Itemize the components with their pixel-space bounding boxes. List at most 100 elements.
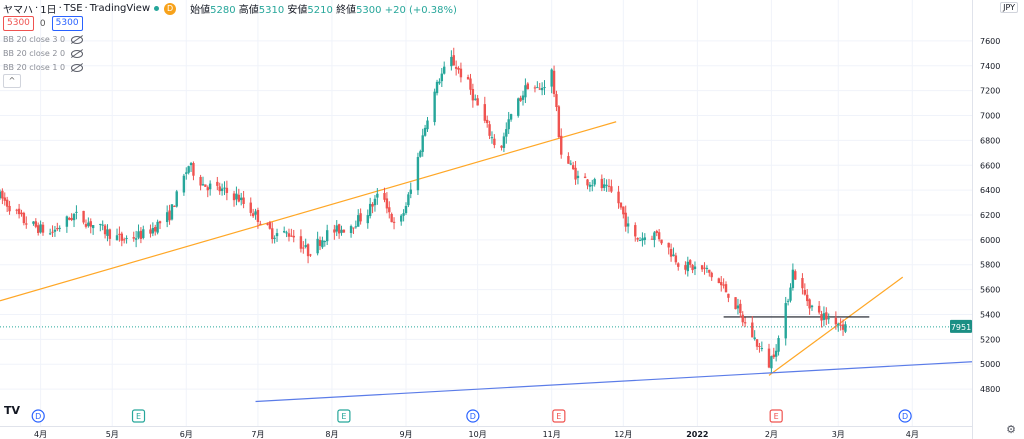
candle-body: [803, 289, 807, 295]
candle-body: [251, 213, 255, 217]
buy-button[interactable]: 5300: [51, 16, 83, 31]
sell-button[interactable]: 5300: [3, 16, 34, 31]
candle-body: [189, 163, 193, 166]
event-marker-earnings[interactable]: E: [131, 409, 146, 423]
trendline-layer[interactable]: [0, 121, 973, 403]
indicator-bb-3[interactable]: BB 20 close 3 0: [3, 35, 84, 44]
time-axis-bg: [0, 426, 972, 439]
candle-body: [218, 186, 221, 192]
candle-body: [684, 265, 687, 270]
dividend-badge[interactable]: D: [164, 2, 177, 15]
candle-body: [435, 81, 439, 94]
indicator-bb-1[interactable]: BB 20 close 1 0: [3, 63, 84, 72]
high-label: 高値: [238, 5, 259, 16]
candle-body: [256, 209, 260, 222]
candle-body: [419, 151, 422, 157]
candle-body: [220, 188, 224, 191]
candle-body: [335, 225, 338, 232]
candle-body: [17, 208, 21, 215]
candle-body: [134, 238, 138, 240]
event-marker-earnings[interactable]: E: [769, 409, 783, 423]
interval: 1日: [40, 5, 57, 16]
price-tick-label: 6800: [980, 136, 1000, 145]
time-tick-label: 8月: [325, 430, 338, 439]
hidden-eye-icon[interactable]: [71, 49, 84, 58]
candle-body: [407, 194, 410, 206]
time-axis[interactable]: 4月 5月 6月 7月 8月 9月 10月 11月 12月 2022 2月 3月 4月: [0, 426, 972, 439]
symbol-header[interactable]: ヤマハ · 1日 · TSE · TradingView D 始値5280 高値…: [3, 2, 457, 16]
candle-body: [65, 216, 69, 227]
candle-body: [569, 163, 572, 165]
candle-body: [175, 191, 178, 207]
trendline-blue[interactable]: [255, 361, 973, 403]
candle-body: [149, 229, 152, 234]
event-marker-earnings[interactable]: E: [552, 409, 566, 423]
candle-body: [734, 297, 737, 310]
candle-body: [41, 224, 45, 233]
event-marker-dividend[interactable]: D: [898, 409, 912, 423]
candle-body: [474, 98, 477, 100]
candle-body: [555, 94, 558, 107]
time-tick-label: 5月: [106, 430, 119, 439]
price-tick-label: 5400: [980, 310, 1000, 319]
candle-body: [672, 254, 675, 257]
candle-body: [791, 269, 795, 288]
candle-body: [483, 104, 487, 121]
currency-selector[interactable]: JPY: [1000, 2, 1018, 13]
candle-body: [282, 231, 286, 233]
indicator-bb-2[interactable]: BB 20 close 2 0: [3, 49, 84, 58]
event-marker-dividend[interactable]: D: [466, 409, 480, 423]
candle-body: [292, 235, 295, 238]
event-marker-shape: [337, 409, 351, 423]
candle-body: [459, 68, 463, 78]
candle-body: [490, 137, 494, 139]
hidden-eye-icon[interactable]: [71, 35, 84, 44]
tradingview-logo[interactable]: TV: [4, 404, 21, 417]
collapse-legend-button[interactable]: ^: [3, 74, 21, 88]
candle-body: [82, 210, 85, 223]
candle-body: [571, 165, 575, 170]
candle-body: [674, 255, 678, 263]
candle-body: [342, 229, 346, 233]
candle-body: [839, 324, 842, 326]
data-source: TradingView: [89, 3, 151, 14]
time-tick-label: 11月: [543, 430, 561, 439]
hidden-eye-icon[interactable]: [71, 63, 84, 72]
candle-body: [593, 179, 596, 185]
candle-body: [471, 89, 475, 101]
candle-body: [173, 205, 176, 207]
gear-icon[interactable]: ⚙: [1006, 423, 1016, 436]
time-tick-label: 2022: [686, 430, 708, 439]
candle-body: [827, 318, 830, 320]
candle-body: [352, 227, 355, 229]
candle-body: [825, 312, 828, 320]
candle-body: [373, 198, 377, 206]
event-marker-shape: [31, 409, 45, 423]
candle-body: [794, 271, 797, 280]
event-marker-shape: [131, 409, 146, 423]
event-marker-dividend[interactable]: D: [31, 409, 45, 423]
candle-body: [454, 66, 458, 69]
trendline-orange-upper[interactable]: [0, 121, 617, 302]
candle-body: [660, 239, 663, 244]
candle-body: [710, 272, 713, 278]
candle-body: [371, 204, 374, 207]
candle-body: [400, 215, 403, 222]
candle-body: [724, 284, 728, 293]
candle-body: [204, 184, 207, 187]
candle-body: [438, 81, 441, 84]
candle-body: [667, 242, 670, 248]
event-marker-label: D: [902, 412, 908, 421]
price-axis[interactable]: 4800 5000 5200 5400 5600 5800 6000 6200 6400 6600…: [972, 0, 1024, 439]
low-value: 5210: [307, 5, 333, 16]
candle-body: [37, 225, 40, 233]
candle-body: [736, 305, 740, 309]
candle-body: [767, 348, 771, 368]
candle-body: [106, 229, 109, 236]
candle-body: [259, 223, 262, 225]
event-marker-earnings[interactable]: E: [337, 409, 351, 423]
candle-body: [390, 213, 393, 223]
candle-body: [99, 223, 102, 225]
